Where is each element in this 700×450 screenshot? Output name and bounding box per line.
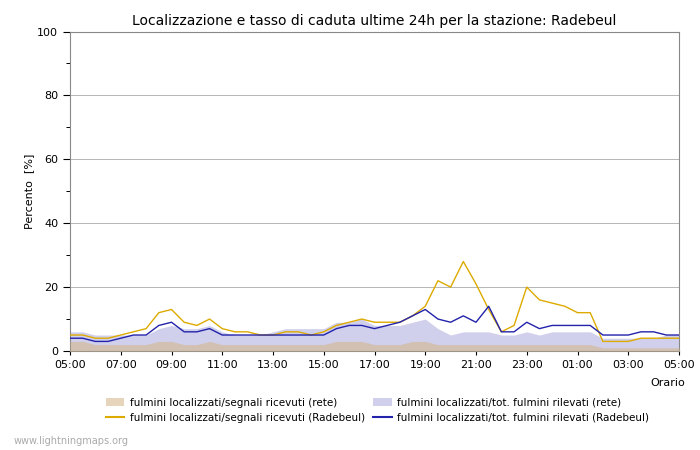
Y-axis label: Percento  [%]: Percento [%]	[25, 153, 34, 229]
Title: Localizzazione e tasso di caduta ultime 24h per la stazione: Radebeul: Localizzazione e tasso di caduta ultime …	[132, 14, 617, 27]
Legend: fulmini localizzati/segnali ricevuti (rete), fulmini localizzati/segnali ricevut: fulmini localizzati/segnali ricevuti (re…	[106, 398, 649, 423]
Text: www.lightningmaps.org: www.lightningmaps.org	[14, 436, 129, 446]
Text: Orario: Orario	[650, 378, 685, 388]
